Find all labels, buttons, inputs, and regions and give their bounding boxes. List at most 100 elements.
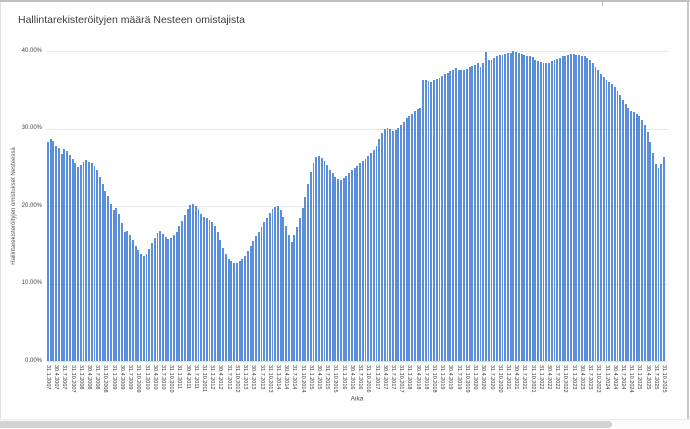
bar[interactable]	[137, 250, 140, 361]
bar[interactable]	[441, 75, 444, 361]
bar[interactable]	[657, 168, 660, 361]
bar[interactable]	[559, 57, 561, 361]
bar[interactable]	[493, 57, 496, 361]
bar[interactable]	[249, 245, 252, 361]
bar[interactable]	[227, 258, 230, 361]
bar[interactable]	[526, 55, 529, 361]
bar[interactable]	[635, 113, 638, 361]
bar[interactable]	[630, 110, 633, 361]
bar[interactable]	[591, 63, 594, 361]
bar[interactable]	[468, 67, 471, 361]
bar[interactable]	[268, 212, 271, 361]
bar[interactable]	[241, 258, 244, 361]
bar[interactable]	[189, 205, 192, 361]
bar[interactable]	[107, 195, 110, 361]
bar[interactable]	[496, 56, 498, 361]
bar[interactable]	[474, 64, 477, 361]
bar[interactable]	[534, 59, 537, 361]
bar[interactable]	[238, 261, 241, 361]
bar[interactable]	[194, 206, 197, 361]
bar[interactable]	[120, 223, 123, 361]
bar[interactable]	[148, 249, 151, 361]
bar[interactable]	[449, 71, 452, 361]
bar[interactable]	[326, 164, 329, 361]
bar[interactable]	[553, 60, 556, 361]
bar[interactable]	[353, 168, 356, 361]
bar[interactable]	[219, 240, 222, 361]
bar[interactable]	[334, 176, 337, 361]
bar[interactable]	[263, 222, 266, 361]
bar[interactable]	[578, 54, 581, 361]
bar[interactable]	[129, 235, 132, 361]
bar[interactable]	[337, 178, 340, 361]
bar[interactable]	[567, 54, 570, 361]
bar[interactable]	[485, 51, 487, 361]
bar[interactable]	[638, 116, 641, 361]
bar[interactable]	[444, 74, 446, 361]
bar[interactable]	[545, 63, 548, 361]
bar[interactable]	[364, 158, 367, 361]
bar[interactable]	[151, 243, 153, 361]
bar[interactable]	[345, 175, 348, 361]
bar[interactable]	[523, 54, 526, 361]
bar[interactable]	[594, 66, 597, 361]
bar[interactable]	[372, 150, 375, 361]
bar[interactable]	[367, 156, 370, 361]
bar[interactable]	[509, 52, 512, 361]
bar[interactable]	[583, 56, 586, 361]
bar[interactable]	[391, 130, 394, 361]
bar[interactable]	[463, 69, 466, 361]
bar[interactable]	[101, 183, 104, 361]
bar[interactable]	[550, 61, 553, 361]
bar[interactable]	[211, 221, 214, 361]
bar[interactable]	[287, 235, 290, 361]
bar[interactable]	[419, 107, 422, 361]
bar[interactable]	[506, 53, 509, 361]
bar[interactable]	[348, 172, 351, 361]
bar[interactable]	[77, 167, 79, 361]
bar[interactable]	[375, 145, 378, 361]
bar[interactable]	[487, 60, 490, 361]
bar[interactable]	[55, 146, 58, 361]
bar[interactable]	[438, 78, 441, 361]
bar[interactable]	[192, 203, 194, 361]
bar[interactable]	[298, 217, 301, 361]
bar[interactable]	[181, 220, 184, 361]
bar[interactable]	[175, 232, 178, 361]
bar[interactable]	[660, 164, 663, 361]
bar[interactable]	[627, 108, 630, 361]
bar[interactable]	[490, 59, 493, 361]
bar[interactable]	[471, 65, 474, 361]
bar[interactable]	[301, 207, 304, 361]
bar[interactable]	[178, 226, 181, 361]
bar[interactable]	[422, 80, 424, 361]
bar[interactable]	[170, 237, 173, 361]
bar[interactable]	[652, 153, 654, 361]
bar[interactable]	[605, 79, 608, 361]
bar[interactable]	[123, 232, 126, 361]
bar[interactable]	[400, 124, 403, 361]
bar[interactable]	[183, 214, 186, 361]
bar[interactable]	[597, 70, 600, 361]
bar[interactable]	[561, 56, 564, 361]
bar[interactable]	[452, 69, 455, 361]
bar[interactable]	[68, 154, 71, 361]
bar[interactable]	[424, 79, 427, 361]
bar[interactable]	[457, 69, 460, 361]
bar[interactable]	[512, 51, 515, 361]
bar[interactable]	[140, 254, 142, 361]
bar[interactable]	[252, 240, 255, 361]
bar[interactable]	[109, 203, 112, 361]
bar[interactable]	[79, 164, 82, 361]
bar[interactable]	[632, 112, 635, 361]
bar[interactable]	[528, 56, 531, 361]
bar[interactable]	[504, 54, 507, 361]
bar[interactable]	[293, 235, 296, 361]
bar[interactable]	[260, 226, 263, 361]
bar[interactable]	[309, 171, 312, 361]
bar[interactable]	[411, 113, 414, 361]
bar[interactable]	[153, 237, 156, 361]
bar[interactable]	[60, 154, 63, 361]
bar[interactable]	[290, 241, 293, 361]
bar[interactable]	[307, 184, 309, 361]
